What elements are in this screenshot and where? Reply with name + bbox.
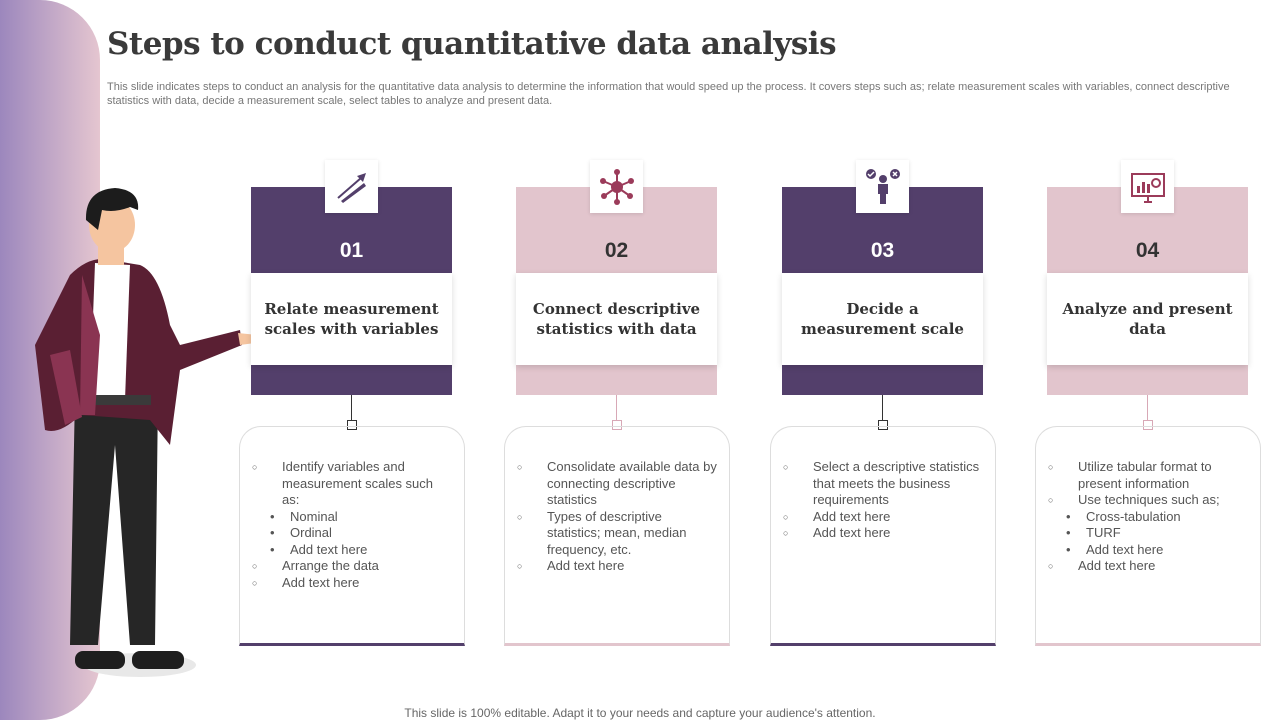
detail-item: Nominal [252, 509, 452, 526]
presenter-illustration [35, 188, 258, 677]
connector-line [1147, 395, 1148, 421]
step-card-02: 02 Connect descriptive statistics with d… [516, 160, 717, 395]
connector-node [1143, 420, 1153, 430]
step-card-04: 04 Analyze and present data [1047, 160, 1248, 395]
connector-line [882, 395, 883, 421]
detail-item: Add text here [783, 509, 983, 526]
detail-item: Add text here [1048, 542, 1248, 559]
detail-item: Add text here [252, 542, 452, 559]
step-title: Relate measurement scales with variables [251, 273, 452, 365]
detail-item: Add text here [1048, 558, 1248, 575]
network-icon [590, 160, 643, 213]
detail-item: Ordinal [252, 525, 452, 542]
step-title: Analyze and present data [1047, 273, 1248, 365]
detail-item: Consolidate available data by connecting… [517, 459, 717, 509]
page-description: This slide indicates steps to conduct an… [107, 81, 1230, 107]
step-title: Connect descriptive statistics with data [516, 273, 717, 365]
detail-item: Add text here [783, 525, 983, 542]
detail-item: Arrange the data [252, 558, 452, 575]
step-card-03: 03 Decide a measurement scale [782, 160, 983, 395]
step-number: 02 [604, 239, 629, 262]
step-card-01: 01 Relate measurement scales with variab… [251, 160, 452, 395]
step-title: Decide a measurement scale [782, 273, 983, 365]
step-number: 03 [870, 239, 895, 262]
detail-item: Cross-tabulation [1048, 509, 1248, 526]
connector-line [616, 395, 617, 421]
step-details: Identify variables and measurement scale… [239, 426, 465, 646]
decision-person-icon [856, 160, 909, 213]
footer-note: This slide is 100% editable. Adapt it to… [404, 706, 876, 720]
detail-item: Use techniques such as; [1048, 492, 1248, 509]
connector-node [347, 420, 357, 430]
step-details: Select a descriptive statistics that mee… [770, 426, 996, 646]
step-details: Utilize tabular format to present inform… [1035, 426, 1261, 646]
detail-item: Add text here [517, 558, 717, 575]
connector-line [351, 395, 352, 421]
detail-item: TURF [1048, 525, 1248, 542]
detail-item: Types of descriptive statistics; mean, m… [517, 509, 717, 559]
detail-item: Utilize tabular format to present inform… [1048, 459, 1248, 492]
page-title: Steps to conduct quantitative data analy… [107, 26, 837, 62]
detail-item: Identify variables and measurement scale… [252, 459, 452, 509]
ruler-arrow-icon [325, 160, 378, 213]
step-number: 01 [339, 239, 364, 262]
connector-node [612, 420, 622, 430]
connector-node [878, 420, 888, 430]
presentation-chart-icon [1121, 160, 1174, 213]
detail-item: Select a descriptive statistics that mee… [783, 459, 983, 509]
detail-item: Add text here [252, 575, 452, 592]
step-details: Consolidate available data by connecting… [504, 426, 730, 646]
step-number: 04 [1135, 239, 1160, 262]
